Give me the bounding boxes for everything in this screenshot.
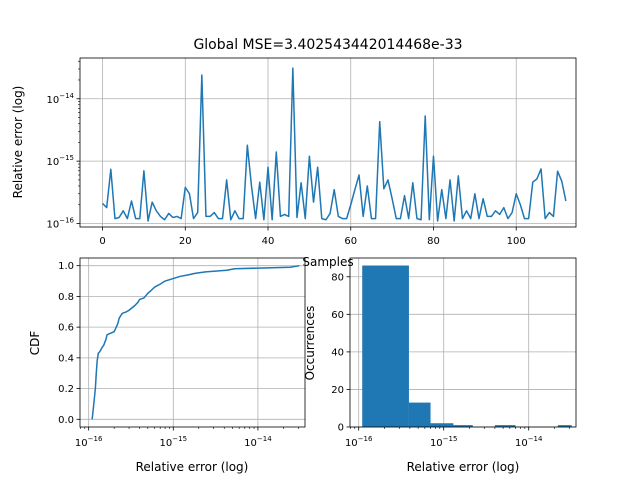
time-series-title: Global MSE=3.402543442014468e-33 (193, 37, 462, 53)
cdf-grid (80, 258, 305, 427)
time-series-grid (80, 58, 576, 227)
y-tick-label: 60 (331, 310, 344, 321)
error-series-line (102, 67, 567, 222)
y-tick-label: 10−15 (46, 154, 74, 168)
histogram-bar (453, 425, 473, 427)
histogram-ticks: 10−16 10−15 10−14 0 20 40 60 80 (331, 272, 543, 449)
histogram-bar (557, 425, 572, 427)
time-series-xlabel: Samples (302, 255, 353, 269)
x-tick-label: 0 (99, 236, 105, 247)
x-tick-label: 80 (427, 236, 440, 247)
histogram-bar (408, 402, 431, 427)
x-tick-label: 10−14 (244, 435, 272, 449)
time-series-panel: 0 20 40 60 80 100 10−16 10−15 10−14 Global MSE=3… (11, 37, 577, 269)
histogram-xlabel: Relative error (log) (407, 460, 520, 474)
y-tick-label: 1.0 (58, 261, 74, 272)
histogram-panel: 10−16 10−15 10−14 0 20 40 60 80 Occurrences Rel… (303, 257, 577, 474)
y-tick-label: 20 (331, 385, 344, 396)
x-tick-label: 10−15 (430, 435, 458, 449)
x-tick-label: 10−15 (160, 435, 188, 449)
time-series-ticks: 0 20 40 60 80 100 10−16 10−15 10−14 (46, 92, 525, 247)
x-tick-label: 10−16 (345, 435, 373, 449)
y-tick-label: 0 (338, 423, 344, 434)
time-series-ylabel: Relative error (log) (11, 86, 25, 199)
x-tick-label: 40 (262, 236, 275, 247)
cdf-frame (79, 257, 306, 428)
y-tick-label: 0.2 (58, 384, 74, 395)
y-tick-label: 0.6 (58, 323, 74, 334)
x-tick-label: 10−14 (515, 435, 543, 449)
histogram-bar (430, 423, 454, 427)
y-tick-label: 40 (331, 347, 344, 358)
y-tick-label: 10−14 (46, 92, 74, 106)
histogram-bar (494, 425, 516, 427)
x-tick-label: 20 (179, 236, 192, 247)
y-tick-label: 10−16 (46, 217, 74, 231)
cdf-data (91, 264, 300, 420)
cdf-line (91, 264, 300, 420)
y-tick-label: 0.4 (58, 353, 74, 364)
x-tick-label: 100 (507, 236, 526, 247)
cdf-ylabel: CDF (28, 331, 42, 356)
cdf-ticks: 10−16 10−15 10−14 0.0 0.2 0.4 0.6 0.8 1.0 (58, 261, 272, 449)
x-tick-label: 10−16 (75, 435, 103, 449)
time-series-data (102, 67, 567, 222)
cdf-panel: 10−16 10−15 10−14 0.0 0.2 0.4 0.6 0.8 1.0 CDF Re… (28, 257, 306, 474)
histogram-frame (349, 257, 577, 428)
cdf-xlabel: Relative error (log) (136, 460, 249, 474)
histogram-data (362, 265, 572, 427)
y-tick-label: 80 (331, 272, 344, 283)
y-tick-label: 0.0 (58, 415, 74, 426)
histogram-ylabel: Occurrences (303, 306, 317, 381)
time-series-frame (79, 57, 577, 228)
histogram-bar (362, 265, 409, 427)
x-tick-label: 60 (344, 236, 357, 247)
y-tick-label: 0.8 (58, 292, 74, 303)
